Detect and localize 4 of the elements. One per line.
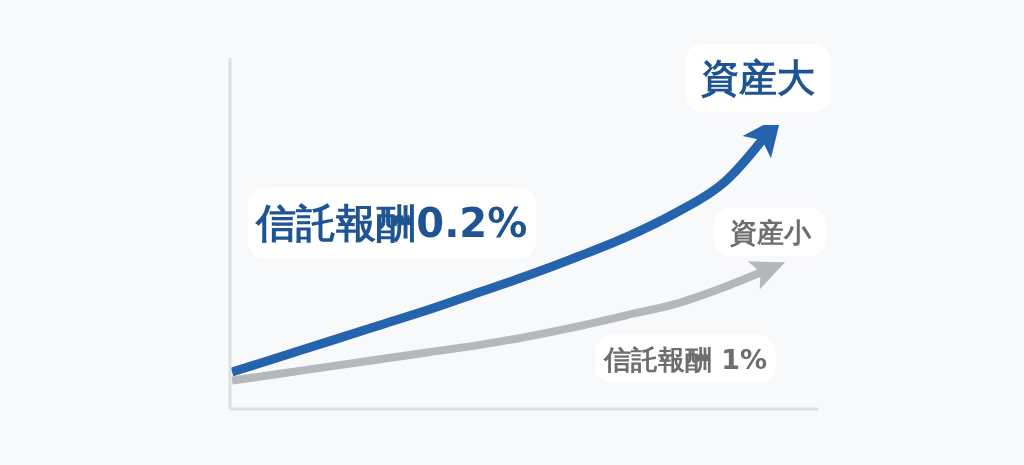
series-label: 信託報酬0.2% — [254, 200, 528, 247]
text: 資産大 — [701, 56, 815, 100]
annotation: 資産小 — [728, 216, 812, 248]
series-label: 信託報酬 1% — [602, 343, 768, 375]
